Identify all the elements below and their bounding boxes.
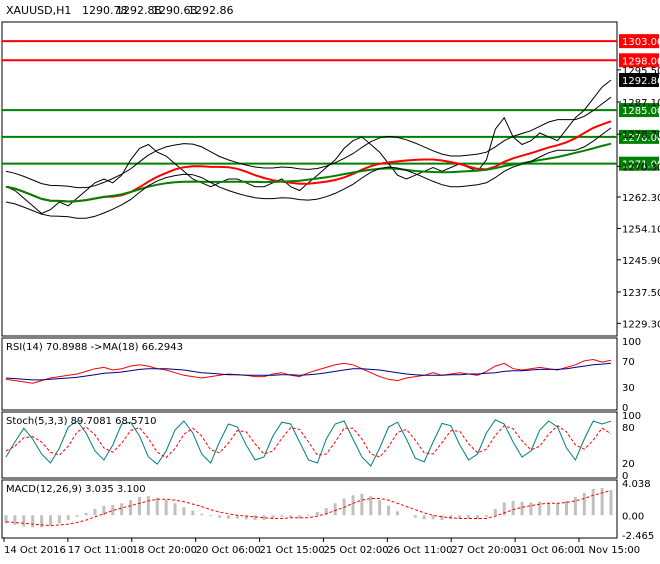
level-label: 1298.00	[622, 56, 660, 67]
x-tick-label: 21 Oct 15:00	[260, 545, 325, 556]
chart-title: XAUUSD,H1	[6, 4, 71, 17]
x-tick-label: 17 Oct 11:00	[68, 545, 133, 556]
level-label: 1285.00	[622, 106, 660, 117]
indicator-tick-label: 20	[622, 459, 635, 470]
level-label-bg	[619, 34, 659, 49]
indicator-tick-label: 100	[622, 411, 641, 422]
indicator-tick-label: -2.465	[622, 531, 654, 542]
price-tick-label: 1287.10	[622, 98, 660, 109]
level-label: 1303.00	[622, 37, 660, 48]
price-tick-label: 1229.30	[622, 319, 660, 330]
indicator-tick-label: 80	[622, 423, 635, 434]
x-tick-label: 27 Oct 20:00	[451, 545, 516, 556]
indicator-title: MACD(12,26,9) 3.035 3.100	[6, 484, 146, 495]
x-tick-label: 1 Nov 15:00	[579, 545, 640, 556]
indicator-title: Stoch(5,3,3) 89.7081 68.5710	[6, 416, 157, 427]
price-tick-label: 1262.30	[622, 193, 660, 204]
level-label: 1278.00	[622, 133, 660, 144]
level-label-bg	[619, 53, 659, 68]
panel-frame-0	[1, 21, 618, 337]
last-price-label: 1292.86	[622, 76, 660, 87]
x-tick-label: 14 Oct 2016	[4, 545, 66, 556]
price-close-line	[5, 79, 612, 215]
price-tick-label: 1278.70	[622, 130, 660, 141]
price-tick-label: 1245.90	[622, 256, 660, 267]
indicator-tick-label: 30	[622, 383, 635, 394]
indicator-tick-label: 0	[622, 471, 628, 482]
indicator-title: RSI(14) 70.8988 ->MA(18) 66.2943	[6, 342, 183, 353]
x-tick-label: 20 Oct 06:00	[196, 545, 261, 556]
panel-frame-1	[1, 337, 618, 411]
panel-frame-2	[1, 411, 618, 479]
indicator-series-line	[5, 425, 612, 459]
indicator-series-line	[5, 490, 612, 527]
price-tick-label: 1237.50	[622, 288, 660, 299]
ohlc-open: 1290.78	[82, 4, 128, 17]
indicator-tick-label: 70	[622, 357, 635, 368]
indicator-series-line	[5, 358, 612, 384]
level-label-bg	[619, 156, 659, 171]
x-tick-label: 26 Oct 11:00	[387, 545, 452, 556]
ohlc-low: 1290.63	[152, 4, 198, 17]
indicator-series-line	[5, 419, 612, 467]
indicator-series-line	[5, 362, 612, 381]
band-lower-line	[5, 127, 612, 219]
price-tick-label: 1270.30	[622, 162, 660, 173]
level-label: 1271.00	[622, 160, 660, 171]
indicator-tick-label: 0.00	[622, 511, 644, 522]
indicator-tick-label: 0	[622, 403, 628, 414]
ma-slow-line	[5, 142, 612, 203]
level-label-bg	[619, 103, 659, 118]
x-tick-label: 25 Oct 02:00	[323, 545, 388, 556]
x-tick-label: 31 Oct 06:00	[515, 545, 580, 556]
band-upper-line	[5, 96, 612, 189]
panel-frame-3	[1, 479, 618, 539]
ohlc-close: 1292.86	[188, 4, 234, 17]
indicator-tick-label: 100	[622, 337, 641, 348]
ohlc-high: 1292.88	[116, 4, 162, 17]
ma-fast-line	[5, 120, 612, 203]
last-price-bg	[619, 72, 659, 87]
level-label-bg	[619, 129, 659, 144]
price-tick-label: 1295.50	[622, 66, 660, 77]
indicator-tick-label: 4.038	[622, 479, 651, 490]
x-tick-label: 18 Oct 20:00	[132, 545, 197, 556]
price-tick-label: 1254.10	[622, 224, 660, 235]
